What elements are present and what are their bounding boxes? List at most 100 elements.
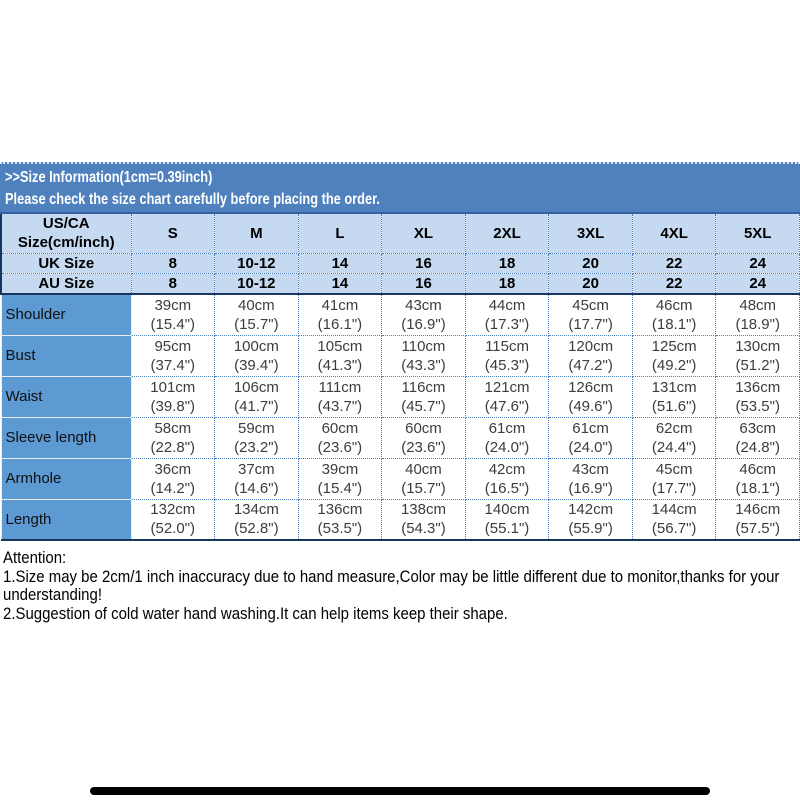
- measurement-cell: 63cm (24.8"): [715, 416, 800, 459]
- measurement-cell: 130cm (51.2"): [715, 334, 800, 377]
- au-size-cell: 10-12: [214, 272, 299, 295]
- measurement-row: Shoulder 39cm (15.4") 40cm (15.7") 41cm (16.1"…: [0, 293, 800, 336]
- au-size-cell: 20: [548, 272, 633, 295]
- measurement-cell: 39cm (15.4"): [130, 293, 216, 336]
- measurement-cell: 134cm (52.8"): [214, 498, 299, 541]
- measurement-cell: 41cm (16.1"): [297, 293, 383, 336]
- measurement-cell: 45cm (17.7"): [548, 293, 633, 336]
- measurement-row: Sleeve length 58cm (22.8") 59cm (23.2") 60cm(…: [0, 416, 800, 459]
- measurement-label: Sleeve length: [0, 416, 132, 459]
- uk-size-cell: 22: [631, 252, 717, 274]
- measurement-cell: 116cm (45.7"): [381, 375, 466, 418]
- uk-size-cell: 8: [130, 252, 216, 274]
- size-column-header: M: [214, 212, 299, 254]
- measurement-cell: 132cm (52.0"): [130, 498, 216, 541]
- au-size-cell: 18: [464, 272, 550, 295]
- measurement-cell: 131cm (51.6"): [631, 375, 717, 418]
- measurement-cell: 111cm (43.7"): [297, 375, 383, 418]
- measurement-cell: 101cm (39.8"): [130, 375, 216, 418]
- uk-size-cell: 14: [297, 252, 383, 274]
- measurement-cell: 138cm (54.3"): [381, 498, 466, 541]
- measurement-cell: 43cm (16.9"): [381, 293, 466, 336]
- size-header-row: US/CA Size(cm/inch) S M L XL 2XL 3XL 4XL…: [0, 212, 800, 254]
- size-column-header: L: [297, 212, 383, 254]
- bottom-bar: [90, 787, 710, 795]
- au-size-label: AU Size: [0, 272, 132, 295]
- au-size-row: AU Size 8 10-12 14 16 18 20 22 24: [0, 272, 800, 295]
- uk-size-cell: 18: [464, 252, 550, 274]
- measurement-label: Waist: [0, 375, 132, 418]
- size-column-header: 2XL: [464, 212, 550, 254]
- measurement-cell: 42cm (16.5"): [464, 457, 550, 500]
- measurement-cell: 100cm (39.4"): [214, 334, 299, 377]
- measurement-cell: 44cm (17.3"): [464, 293, 550, 336]
- measurement-cell: 140cm (55.1"): [464, 498, 550, 541]
- measurement-label: Armhole: [0, 457, 132, 500]
- au-size-cell: 16: [381, 272, 466, 295]
- measurement-cell: 115cm (45.3"): [464, 334, 550, 377]
- banner-subtitle: Please check the size chart carefully be…: [5, 191, 380, 208]
- corner-line1: US/CA: [42, 215, 90, 233]
- measurement-cell: 126cm (49.6"): [548, 375, 633, 418]
- au-size-cell: 22: [631, 272, 717, 295]
- measurement-cell: 110cm (43.3"): [381, 334, 466, 377]
- size-column-header: 3XL: [548, 212, 633, 254]
- size-column-header: XL: [381, 212, 466, 254]
- uk-size-cell: 16: [381, 252, 466, 274]
- attention-note-2: 2.Suggestion of cold water hand washing.…: [3, 603, 508, 623]
- size-table: US/CA Size(cm/inch) S M L XL 2XL 3XL 4XL…: [0, 212, 800, 541]
- uk-size-label: UK Size: [0, 252, 132, 274]
- corner-header: US/CA Size(cm/inch): [0, 212, 132, 254]
- measurement-cell: 60cm (23.6"): [297, 416, 383, 459]
- measurement-cell: 37cm (14.6"): [214, 457, 299, 500]
- measurement-label: Bust: [0, 334, 132, 377]
- measurement-cell: 136cm (53.5"): [297, 498, 383, 541]
- au-size-cell: 8: [130, 272, 216, 295]
- measurement-label: Shoulder: [0, 293, 132, 336]
- measurement-cell: 105cm (41.3"): [297, 334, 383, 377]
- size-column-header: S: [130, 212, 216, 254]
- measurement-cell: 61cm (24.0"): [548, 416, 633, 459]
- size-column-header: 5XL: [715, 212, 800, 254]
- au-size-cell: 14: [297, 272, 383, 295]
- measurement-row: Length 132cm (52.0") 134cm (52.8") 136cm (53.5…: [0, 498, 800, 541]
- uk-size-cell: 10-12: [214, 252, 299, 274]
- measurement-cell: 46cm (18.1"): [715, 457, 800, 500]
- measurement-cell: 106cm (41.7"): [214, 375, 299, 418]
- measurement-cell: 59cm (23.2"): [214, 416, 299, 459]
- measurement-cell: 121cm (47.6"): [464, 375, 550, 418]
- size-info-banner: >>Size Information(1cm=0.39inch) Please …: [0, 162, 800, 212]
- measurement-label: Length: [0, 498, 132, 541]
- measurement-row: Bust 95cm (37.4") 100cm (39.4") 105cm (41.3") 1…: [0, 334, 800, 377]
- corner-line2: Size(cm/inch): [17, 234, 115, 252]
- attention-title: Attention:: [3, 548, 67, 567]
- measurement-cell: 136cm (53.5"): [715, 375, 800, 418]
- measurement-cell: 40cm (15.7"): [214, 293, 299, 336]
- measurement-row: Armhole 36cm (14.2") 37cm (14.6") 39cm (15.4")…: [0, 457, 800, 500]
- measurement-cell: 62cm (24.4"): [631, 416, 717, 459]
- measurement-row: Waist 101cm (39.8") 106cm (41.7") 111cm (43.7"…: [0, 375, 800, 418]
- measurement-cell: 48cm (18.9"): [715, 293, 800, 336]
- measurement-cell: 58cm (22.8"): [130, 416, 216, 459]
- uk-size-row: UK Size 8 10-12 14 16 18 20 22 24: [0, 252, 800, 274]
- measurement-cell: 95cm (37.4"): [130, 334, 216, 377]
- measurement-cell: 125cm (49.2"): [631, 334, 717, 377]
- measurement-cell: 43cm (16.9"): [548, 457, 633, 500]
- uk-size-cell: 24: [715, 252, 800, 274]
- attention-note-1: 1.Size may be 2cm/1 inch inaccuracy due …: [3, 566, 780, 604]
- measurement-cell: 39cm (15.4"): [297, 457, 383, 500]
- measurement-cell: 45cm (17.7"): [631, 457, 717, 500]
- measurement-cell: 40cm (15.7"): [381, 457, 466, 500]
- measurement-cell: 60cm (23.6"): [381, 416, 466, 459]
- measurement-cell: 36cm (14.2"): [130, 457, 216, 500]
- size-column-header: 4XL: [631, 212, 717, 254]
- attention-note: Attention: 1.Size may be 2cm/1 inch inac…: [3, 548, 800, 623]
- measurement-cell: 142cm (55.9"): [548, 498, 633, 541]
- au-size-cell: 24: [715, 272, 800, 295]
- uk-size-cell: 20: [548, 252, 633, 274]
- measurement-cell: 61cm (24.0"): [464, 416, 550, 459]
- measurement-cell: 144cm (56.7"): [631, 498, 717, 541]
- measurement-cell: 146cm (57.5"): [715, 498, 800, 541]
- measurement-cell: 46cm (18.1"): [631, 293, 717, 336]
